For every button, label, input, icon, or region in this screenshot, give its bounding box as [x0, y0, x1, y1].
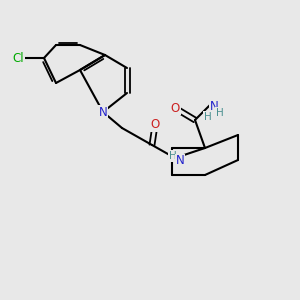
Text: Cl: Cl — [12, 52, 24, 64]
Text: N: N — [176, 154, 184, 167]
Text: H: H — [169, 151, 177, 161]
Text: N: N — [210, 100, 218, 113]
Text: H: H — [216, 108, 224, 118]
Text: N: N — [99, 106, 107, 118]
Text: O: O — [170, 101, 180, 115]
Text: H: H — [204, 112, 212, 122]
Text: O: O — [150, 118, 160, 131]
